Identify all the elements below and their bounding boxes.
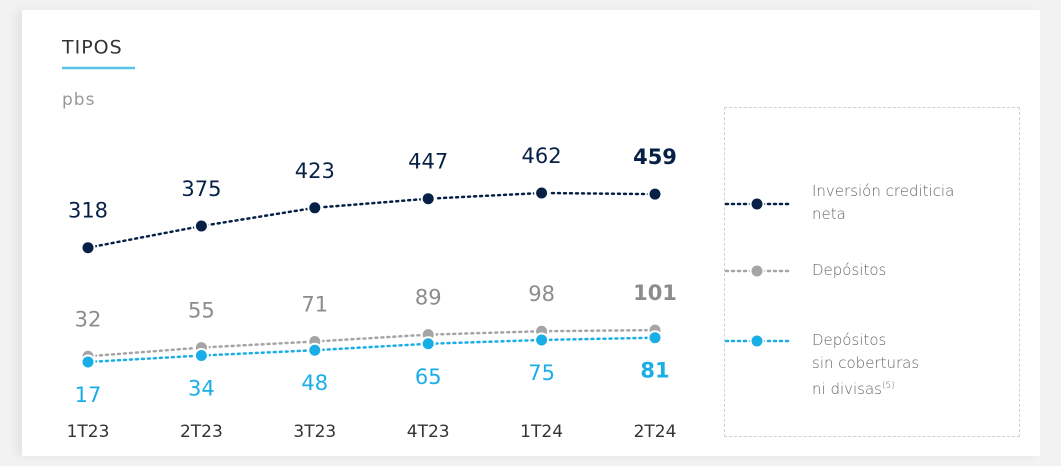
data-point [647,186,663,202]
legend-marker [749,263,765,279]
legend-label: Depósitos sin coberturas ni divisas(5) [812,329,919,401]
legend-name: Depósitos [812,261,887,279]
data-label: 75 [528,361,555,385]
data-point [307,200,323,216]
x-tick-label: 4T23 [407,422,450,442]
data-point [80,354,96,370]
data-point [307,342,323,358]
x-tick-label: 3T23 [293,422,336,442]
x-tick-label: 1T24 [520,422,563,442]
series-line [86,328,657,358]
data-label: 462 [522,144,562,168]
legend-name: Depósitos sin coberturas ni divisas [812,331,920,398]
data-label: 55 [188,299,215,323]
data-label: 48 [301,371,328,395]
card [22,10,1040,456]
data-label: 375 [181,177,221,201]
data-label: 65 [415,365,442,389]
legend-label: Depósitos [812,259,886,282]
legend-box [724,107,1020,437]
chart-title: TIPOS [61,37,123,59]
data-label: 318 [68,199,108,223]
x-tick-label: 2T24 [634,422,677,442]
data-point [420,336,436,352]
data-point [80,240,96,256]
data-point [420,191,436,207]
data-label: 101 [633,281,677,305]
data-label: 423 [295,159,335,183]
data-label: 98 [528,282,555,306]
chart-subtitle: pbs [62,90,95,110]
data-label: 71 [301,292,328,316]
data-label: 34 [188,377,215,401]
data-label: 447 [408,150,448,174]
series-line [86,336,657,364]
legend-name: Inversión crediticia neta [812,182,955,223]
x-tick-label: 2T23 [180,422,223,442]
data-label: 89 [415,286,442,310]
data-point [647,330,663,346]
data-label: 17 [75,383,102,407]
data-point [193,348,209,364]
x-tick-label: 1T23 [67,422,110,442]
legend-footnote: (5) [882,381,895,391]
legend-marker [749,196,765,212]
data-point [534,332,550,348]
legend-marker [749,333,765,349]
data-label: 81 [640,359,669,383]
data-label: 32 [75,307,102,331]
data-point [534,185,550,201]
data-label: 459 [633,145,677,169]
data-point [193,218,209,234]
legend-label: Inversión crediticia neta [812,180,954,226]
series-line [86,191,657,249]
